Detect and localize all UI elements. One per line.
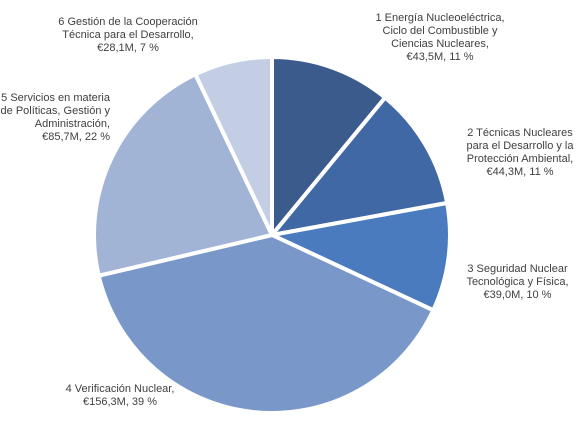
percent-label: 7 %: [139, 42, 159, 54]
slice-label: 4 Verificación Nuclear, €156,3M, 39 %: [55, 383, 185, 409]
percent-label: 11 %: [529, 166, 554, 178]
value-label: €39,0M,: [483, 289, 524, 301]
value-label: €43,5M,: [406, 51, 447, 63]
slice-label: 1 Energía Nucleoeléctrica, Ciclo del Com…: [370, 12, 510, 64]
percent-label: 10 %: [526, 289, 552, 301]
category-name: 5 Servicios en materia de Políticas, Ges…: [0, 92, 110, 130]
slice-label: 3 Seguridad Nuclear Tecnológica y Física…: [455, 263, 580, 302]
pie-slice: [192, 54, 274, 236]
category-name: 4 Verificación Nuclear,: [65, 383, 175, 395]
pie-slice: [270, 54, 388, 241]
slice-label: 5 Servicios en materia de Políticas, Ges…: [0, 92, 110, 144]
pie-slice: [92, 71, 275, 279]
percent-label: 22 %: [84, 131, 110, 143]
value-label: €85,7M,: [42, 131, 82, 143]
slice-label: 6 Gestión de la Cooperación Técnica para…: [58, 16, 198, 55]
pie-slice: [265, 200, 452, 313]
category-name: 1 Energía Nucleoeléctrica, Ciclo del Com…: [375, 12, 505, 50]
percent-label: 39 %: [131, 396, 157, 408]
slice-label: 2 Técnicas Nucleares para el Desarrollo …: [465, 127, 575, 179]
pie-slice: [96, 232, 436, 415]
value-label: €28,1M,: [97, 42, 137, 54]
category-name: 2 Técnicas Nucleares para el Desarrollo …: [466, 127, 574, 165]
category-name: 6 Gestión de la Cooperación Técnica para…: [58, 16, 198, 41]
category-name: 3 Seguridad Nuclear Tecnológica y Física…: [466, 263, 569, 288]
pie-slice: [266, 94, 450, 238]
percent-label: 11 %: [449, 51, 474, 63]
value-label: €156,3M,: [82, 396, 129, 408]
value-label: €44,3M,: [486, 166, 527, 178]
